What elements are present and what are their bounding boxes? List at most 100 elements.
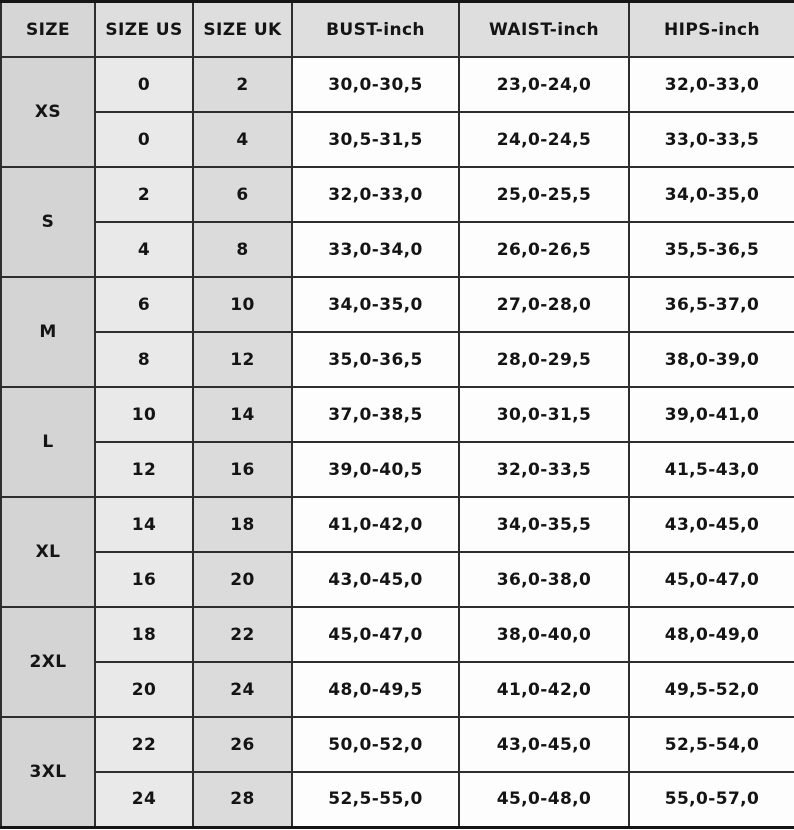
table-row: S 2 6 32,0-33,0 25,0-25,5 34,0-35,0	[0, 166, 794, 278]
waist-cell: 34,0-35,5	[458, 496, 630, 553]
size-group-label: XL	[0, 496, 96, 608]
waist-cell: 26,0-26,5	[458, 221, 630, 278]
waist-cell: 41,0-42,0	[458, 661, 630, 718]
size-us-cell: 12	[94, 441, 194, 498]
hips-cell: 39,0-41,0	[628, 386, 794, 443]
size-us-cell: 6	[94, 276, 194, 333]
size-group-label: 3XL	[0, 716, 96, 828]
hips-cell: 52,5-54,0	[628, 716, 794, 773]
size-us-cell: 4	[94, 221, 194, 278]
hips-cell: 36,5-37,0	[628, 276, 794, 333]
table-row: 3XL 22 26 50,0-52,0 43,0-45,0 52,5-54,0	[0, 716, 794, 828]
hips-cell: 38,0-39,0	[628, 331, 794, 388]
hips-cell: 33,0-33,5	[628, 111, 794, 168]
table-row: 12 16 39,0-40,5 32,0-33,5 41,5-43,0	[1, 441, 794, 498]
size-us-cell: 24	[94, 771, 194, 828]
bust-cell: 45,0-47,0	[291, 606, 460, 663]
waist-cell: 28,0-29,5	[458, 331, 630, 388]
bust-cell: 41,0-42,0	[291, 496, 460, 553]
waist-cell: 23,0-24,0	[458, 56, 630, 113]
size-uk-cell: 10	[192, 276, 293, 333]
size-uk-cell: 8	[192, 221, 293, 278]
hips-cell: 35,5-36,5	[628, 221, 794, 278]
column-header-size-us: SIZE US	[94, 0, 194, 58]
table-header: SIZE SIZE US SIZE UK BUST-inch WAIST-inch HIP…	[0, 0, 794, 58]
waist-cell: 36,0-38,0	[458, 551, 630, 608]
waist-cell: 27,0-28,0	[458, 276, 630, 333]
hips-cell: 48,0-49,0	[628, 606, 794, 663]
table-body: XS 0 2 30,0-30,5 23,0-24,0 32,0-33,0 0 4 30,5-31…	[0, 56, 794, 828]
table-row: 0 4 30,5-31,5 24,0-24,5 33,0-33,5	[1, 111, 794, 168]
size-group-label: S	[0, 166, 96, 278]
hips-cell: 41,5-43,0	[628, 441, 794, 498]
column-header-hips: HIPS-inch	[628, 0, 794, 58]
waist-cell: 45,0-48,0	[458, 771, 630, 828]
size-uk-cell: 24	[192, 661, 293, 718]
size-uk-cell: 16	[192, 441, 293, 498]
waist-cell: 25,0-25,5	[458, 166, 630, 223]
hips-cell: 43,0-45,0	[628, 496, 794, 553]
hips-cell: 55,0-57,0	[628, 771, 794, 828]
column-header-bust: BUST-inch	[291, 0, 460, 58]
size-us-cell: 16	[94, 551, 194, 608]
size-us-cell: 22	[94, 716, 194, 773]
bust-cell: 50,0-52,0	[291, 716, 460, 773]
waist-cell: 43,0-45,0	[458, 716, 630, 773]
size-us-cell: 18	[94, 606, 194, 663]
size-us-cell: 0	[94, 111, 194, 168]
hips-cell: 49,5-52,0	[628, 661, 794, 718]
table-row: M 6 10 34,0-35,0 27,0-28,0 36,5-37,0	[0, 276, 794, 388]
bust-cell: 37,0-38,5	[291, 386, 460, 443]
size-us-cell: 8	[94, 331, 194, 388]
bust-cell: 43,0-45,0	[291, 551, 460, 608]
size-uk-cell: 2	[192, 56, 293, 113]
size-us-cell: 10	[94, 386, 194, 443]
size-us-cell: 0	[94, 56, 194, 113]
waist-cell: 38,0-40,0	[458, 606, 630, 663]
size-uk-cell: 28	[192, 771, 293, 828]
bust-cell: 52,5-55,0	[291, 771, 460, 828]
column-header-size-uk: SIZE UK	[192, 0, 293, 58]
table-row: 20 24 48,0-49,5 41,0-42,0 49,5-52,0	[1, 661, 794, 718]
size-uk-cell: 20	[192, 551, 293, 608]
header-row: SIZE SIZE US SIZE UK BUST-inch WAIST-inch HIP…	[0, 0, 794, 58]
table-row: 2XL 18 22 45,0-47,0 38,0-40,0 48,0-49,0	[0, 606, 794, 718]
waist-cell: 32,0-33,5	[458, 441, 630, 498]
hips-cell: 32,0-33,0	[628, 56, 794, 113]
table-row: 8 12 35,0-36,5 28,0-29,5 38,0-39,0	[1, 331, 794, 388]
size-us-cell: 20	[94, 661, 194, 718]
size-us-cell: 2	[94, 166, 194, 223]
size-group-label: XS	[0, 56, 96, 168]
size-group-label: L	[0, 386, 96, 498]
bust-cell: 30,5-31,5	[291, 111, 460, 168]
size-group-label: 2XL	[0, 606, 96, 718]
size-uk-cell: 4	[192, 111, 293, 168]
size-us-cell: 14	[94, 496, 194, 553]
waist-cell: 24,0-24,5	[458, 111, 630, 168]
size-uk-cell: 6	[192, 166, 293, 223]
bust-cell: 30,0-30,5	[291, 56, 460, 113]
size-uk-cell: 22	[192, 606, 293, 663]
table-row: XL 14 18 41,0-42,0 34,0-35,5 43,0-45,0	[0, 496, 794, 608]
hips-cell: 34,0-35,0	[628, 166, 794, 223]
bust-cell: 32,0-33,0	[291, 166, 460, 223]
size-uk-cell: 26	[192, 716, 293, 773]
bust-cell: 34,0-35,0	[291, 276, 460, 333]
bust-cell: 39,0-40,5	[291, 441, 460, 498]
column-header-waist: WAIST-inch	[458, 0, 630, 58]
column-header-size: SIZE	[0, 0, 96, 58]
bust-cell: 48,0-49,5	[291, 661, 460, 718]
size-group-label: M	[0, 276, 96, 388]
waist-cell: 30,0-31,5	[458, 386, 630, 443]
table-row: 16 20 43,0-45,0 36,0-38,0 45,0-47,0	[1, 551, 794, 608]
bust-cell: 35,0-36,5	[291, 331, 460, 388]
hips-cell: 45,0-47,0	[628, 551, 794, 608]
table-row: 4 8 33,0-34,0 26,0-26,5 35,5-36,5	[1, 221, 794, 278]
size-uk-cell: 14	[192, 386, 293, 443]
table-row: XS 0 2 30,0-30,5 23,0-24,0 32,0-33,0	[0, 56, 794, 168]
bust-cell: 33,0-34,0	[291, 221, 460, 278]
table-row: 24 28 52,5-55,0 45,0-48,0 55,0-57,0	[1, 771, 794, 828]
table-row: L 10 14 37,0-38,5 30,0-31,5 39,0-41,0	[0, 386, 794, 498]
